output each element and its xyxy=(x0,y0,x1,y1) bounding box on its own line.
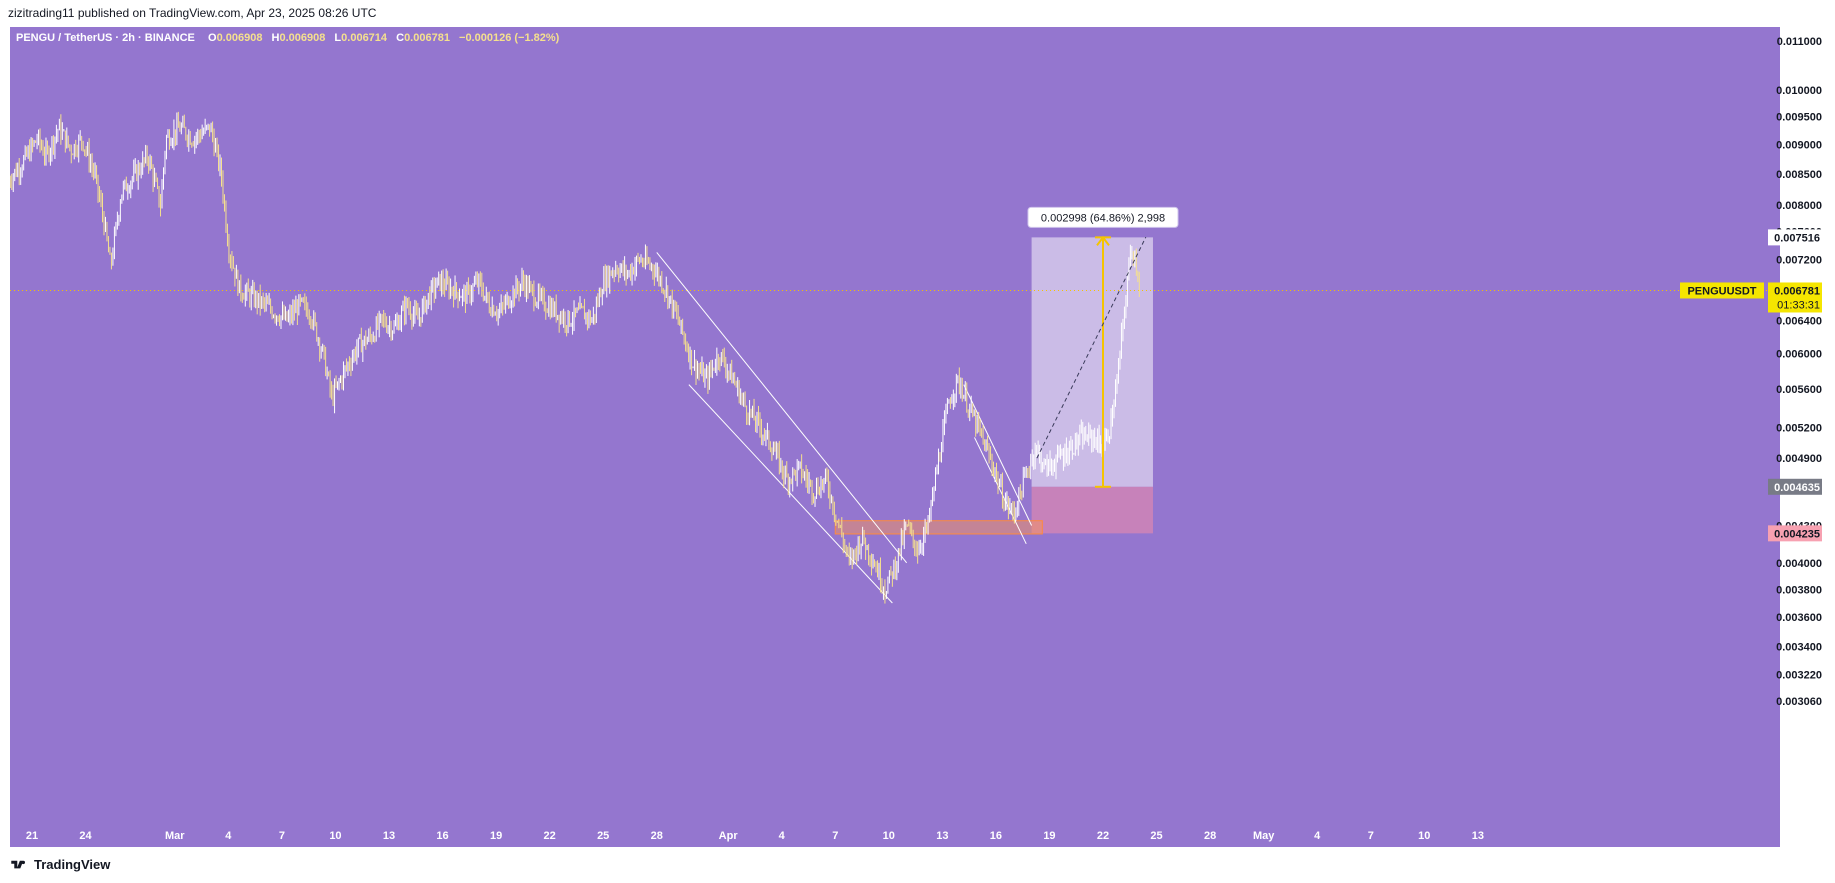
x-tick-label: 4 xyxy=(1314,830,1321,842)
price-chart[interactable]: 0.002998 (64.86%) 2,998 0.011000 0.010000… xyxy=(8,27,1825,847)
stop-price-label: 0.004235 xyxy=(1774,528,1820,540)
published-caption: zizitrading11 published on TradingView.c… xyxy=(8,6,377,20)
ohlc-readout: O0.006908 H0.006908 L0.006714 C0.006781 … xyxy=(208,32,560,44)
y-tick-label: 0.009000 xyxy=(1776,139,1822,151)
y-tick-label: 0.003800 xyxy=(1776,584,1822,596)
y-tick-label: 0.003600 xyxy=(1776,612,1822,624)
axis-background xyxy=(1780,27,1825,847)
x-tick-label: 16 xyxy=(436,830,448,842)
entry-price-label: 0.004635 xyxy=(1774,482,1820,494)
x-tick-label: May xyxy=(1253,830,1275,842)
x-tick-label: 13 xyxy=(1472,830,1484,842)
y-tick-label: 0.003400 xyxy=(1776,642,1822,654)
y-tick-label: 0.008000 xyxy=(1776,200,1822,212)
x-tick-label: 10 xyxy=(329,830,341,842)
target-zone[interactable] xyxy=(1031,237,1153,487)
tradingview-logo-icon xyxy=(11,860,25,868)
x-tick-label: 7 xyxy=(1368,830,1374,842)
x-tick-label: 4 xyxy=(225,830,232,842)
x-tick-label: 7 xyxy=(832,830,838,842)
stop-zone[interactable] xyxy=(1031,486,1153,534)
y-tick-label: 0.007200 xyxy=(1776,255,1822,267)
measure-arrowhead xyxy=(1096,235,1110,246)
last-price-box xyxy=(1768,282,1822,313)
y-tick-label: 0.003220 xyxy=(1776,670,1822,682)
demand-zone[interactable] xyxy=(834,520,1043,535)
chart-title: PENGU / TetherUS · 2h · BINANCE xyxy=(16,32,195,44)
symbol-badge-box xyxy=(1680,282,1764,299)
x-tick-label: 16 xyxy=(990,830,1002,842)
y-tick-label: 0.011000 xyxy=(1777,36,1822,48)
last-price-label: 0.006781 xyxy=(1774,285,1820,297)
projection-line xyxy=(1036,236,1147,459)
y-tick-label: 0.005200 xyxy=(1776,422,1822,434)
target-price-label: 0.007516 xyxy=(1774,232,1820,244)
channel-line[interactable] xyxy=(688,384,893,604)
y-tick-label: 0.009500 xyxy=(1776,112,1822,124)
channel-line[interactable] xyxy=(974,437,1027,545)
y-tick-label: 0.006000 xyxy=(1776,349,1822,361)
channel-line[interactable] xyxy=(963,384,1033,526)
x-tick-label: 22 xyxy=(1097,830,1109,842)
channel-line[interactable] xyxy=(656,252,908,564)
x-tick-label: 10 xyxy=(1418,830,1430,842)
x-tick-label: 13 xyxy=(936,830,948,842)
x-tick-label: 19 xyxy=(1043,830,1055,842)
y-tick-label: 0.006400 xyxy=(1776,315,1822,327)
chart-container[interactable]: 0.002998 (64.86%) 2,998 0.011000 0.010000… xyxy=(8,27,1825,847)
y-tick-label: 0.008500 xyxy=(1776,169,1822,181)
x-tick-label: 7 xyxy=(279,830,285,842)
x-tick-label: 19 xyxy=(490,830,502,842)
countdown-label: 01:33:31 xyxy=(1777,299,1820,311)
measure-label: 0.002998 (64.86%) 2,998 xyxy=(1041,212,1165,224)
x-tick-label: 10 xyxy=(883,830,895,842)
x-tick-label: Apr xyxy=(719,830,739,842)
plot-background xyxy=(10,27,1780,847)
y-tick-label: 0.005600 xyxy=(1776,384,1822,396)
x-tick-label: 4 xyxy=(779,830,786,842)
measure-label-box xyxy=(1027,206,1179,228)
x-tick-label: 13 xyxy=(383,830,395,842)
symbol-badge: PENGUUSDT xyxy=(1687,285,1756,297)
stop-price-label-box xyxy=(1768,525,1822,542)
x-tick-label: 25 xyxy=(597,830,609,842)
brand-name: TradingView xyxy=(34,857,111,872)
x-tick-label: 25 xyxy=(1150,830,1162,842)
x-tick-label: 22 xyxy=(544,830,556,842)
x-tick-label: 21 xyxy=(26,830,38,842)
x-tick-label: Mar xyxy=(165,830,185,842)
target-price-label-box xyxy=(1768,229,1822,246)
y-tick-label: 0.004000 xyxy=(1776,558,1822,570)
x-tick-label: 28 xyxy=(651,830,663,842)
entry-price-label-box xyxy=(1768,478,1822,495)
y-tick-label: 0.004900 xyxy=(1776,453,1822,465)
y-tick-label: 0.003060 xyxy=(1776,696,1822,708)
x-tick-label: 28 xyxy=(1204,830,1216,842)
tradingview-brand[interactable]: TradingView xyxy=(10,857,110,872)
y-tick-label: 0.010000 xyxy=(1776,85,1822,97)
x-tick-label: 24 xyxy=(79,830,92,842)
